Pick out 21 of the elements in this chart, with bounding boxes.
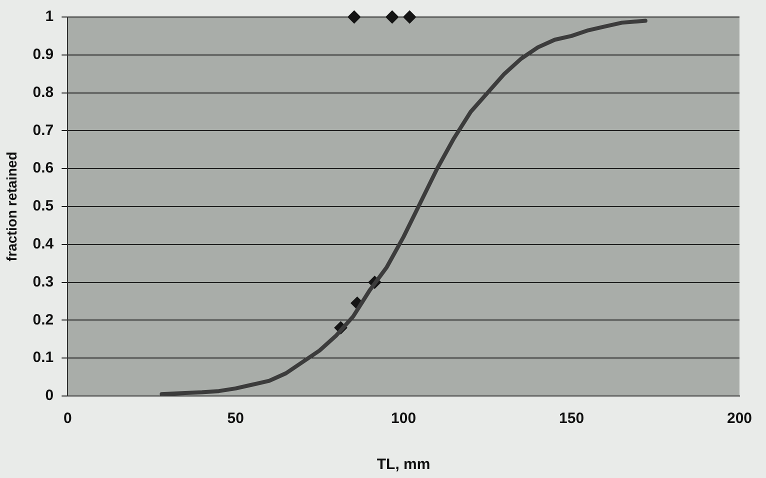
point <box>348 10 361 24</box>
y-tick-label: 0 <box>45 387 54 404</box>
x-tick-label: 100 <box>391 410 416 428</box>
point <box>386 10 399 24</box>
y-tick-label: 0.2 <box>32 311 54 328</box>
x-tick-label: 50 <box>227 410 244 428</box>
y-tick-label: 0.5 <box>32 198 54 215</box>
y-tick-label: 0.9 <box>32 46 54 64</box>
y-tick-label: 0.3 <box>32 273 54 290</box>
y-tick-label: 1 <box>45 8 54 26</box>
x-tick-label: 150 <box>559 410 584 428</box>
y-tick-label: 0.1 <box>32 349 54 366</box>
x-axis-title: TL, mm <box>376 456 430 474</box>
y-tick-label: 0.8 <box>32 84 54 101</box>
y-tick-label: 0.6 <box>32 160 54 177</box>
point <box>403 10 416 24</box>
y-tick-label: 0.4 <box>32 236 54 253</box>
x-tick-label: 200 <box>726 410 752 428</box>
y-tick-label: 0.7 <box>32 122 54 139</box>
y-axis-title: fraction retained <box>3 152 20 262</box>
x-tick-label: 0 <box>63 410 72 428</box>
